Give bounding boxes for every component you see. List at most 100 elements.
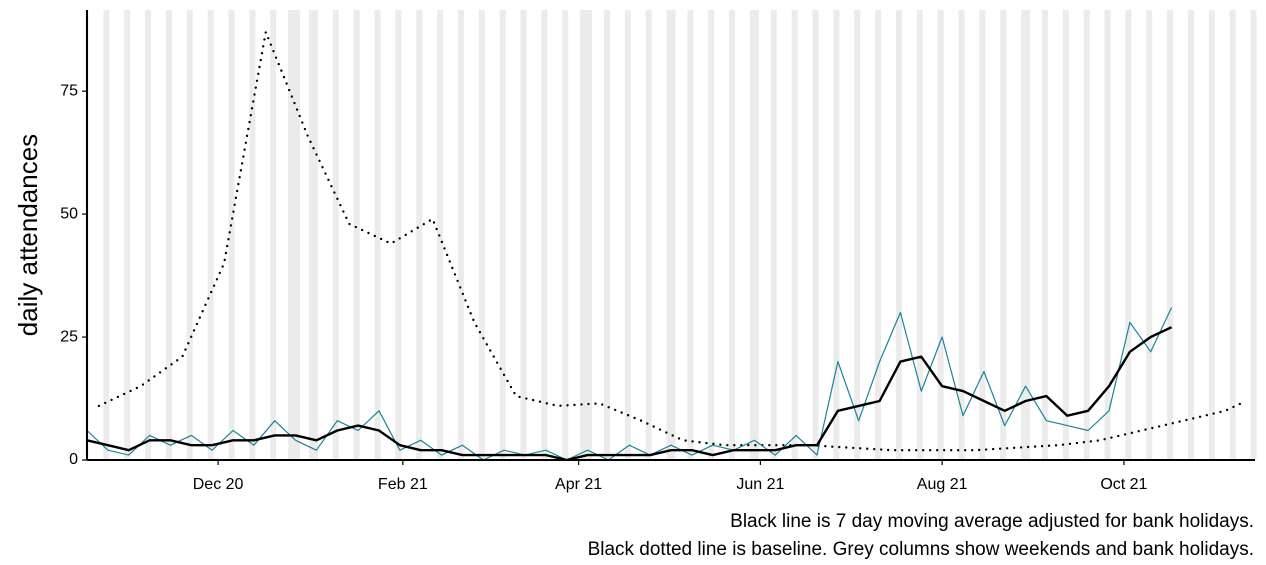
shade-column	[752, 10, 756, 460]
shade-column	[541, 10, 545, 460]
shade-column	[124, 10, 128, 460]
shade-column	[544, 10, 548, 460]
note: Black line is 7 day moving average adjus…	[730, 511, 1254, 532]
shade-column	[729, 10, 733, 460]
shade-column	[562, 10, 566, 460]
shade-column	[416, 10, 420, 460]
shade-column	[1003, 10, 1007, 460]
shade-column	[666, 10, 670, 460]
shade-column	[627, 10, 631, 460]
x-tick-label: Apr 21	[555, 476, 602, 493]
shade-column	[1044, 10, 1048, 460]
shade-column	[127, 10, 131, 460]
shade-column	[1190, 10, 1194, 460]
shade-column	[398, 10, 402, 460]
shade-column	[520, 10, 524, 460]
shade-column	[332, 10, 336, 460]
shade-column	[1021, 10, 1025, 460]
shade-column	[589, 10, 593, 460]
shade-column	[1062, 10, 1066, 460]
x-tick-label: Feb 21	[378, 476, 428, 493]
x-tick-label: Jun 21	[736, 476, 784, 493]
shade-column	[189, 10, 193, 460]
shade-column	[478, 10, 482, 460]
shade-column	[732, 10, 736, 460]
shade-column	[919, 10, 923, 460]
shade-column	[228, 10, 232, 460]
shade-column	[1253, 10, 1257, 460]
shade-column	[1229, 10, 1233, 460]
shade-column	[624, 10, 628, 460]
shade-column	[1208, 10, 1212, 460]
shade-column	[833, 10, 837, 460]
shade-column	[1000, 10, 1004, 460]
shade-column	[103, 10, 107, 460]
shade-column	[937, 10, 941, 460]
shade-column	[854, 10, 858, 460]
shade-column	[672, 10, 676, 460]
shade-column	[314, 10, 318, 460]
shade-column	[940, 10, 944, 460]
series-line	[86, 326, 1173, 462]
y-tick-label: 0	[69, 451, 78, 468]
shade-column	[1170, 10, 1174, 460]
shade-column	[231, 10, 235, 460]
shade-column	[106, 10, 110, 460]
shade-column	[773, 10, 777, 460]
shade-column	[419, 10, 423, 460]
y-tick-label: 25	[60, 328, 78, 345]
shade-column	[1128, 10, 1132, 460]
shade-column	[755, 10, 759, 460]
shade-column	[961, 10, 965, 460]
shade-column	[273, 10, 277, 460]
y-tick-label: 75	[60, 82, 78, 99]
shade-column	[481, 10, 485, 460]
shade-column	[335, 10, 339, 460]
shade-column	[669, 10, 673, 460]
shade-column	[1065, 10, 1069, 460]
shade-column	[586, 10, 590, 460]
shade-column	[1125, 10, 1129, 460]
shade-column	[291, 10, 295, 460]
shade-column	[356, 10, 360, 460]
shade-column	[645, 10, 649, 460]
shade-column	[916, 10, 920, 460]
shade-column	[794, 10, 798, 460]
shade-column	[580, 10, 584, 460]
shade-column	[982, 10, 986, 460]
shade-column	[1149, 10, 1153, 460]
shade-column	[708, 10, 712, 460]
shade-column	[749, 10, 753, 460]
shade-column	[1027, 10, 1031, 460]
plot-area	[86, 27, 1248, 462]
x-tick-label: Dec 20	[193, 476, 244, 493]
shade-column	[875, 10, 879, 460]
shade-column	[168, 10, 172, 460]
shade-column	[1104, 10, 1108, 460]
x-tick-label: Oct 21	[1100, 476, 1147, 493]
shade-column	[311, 10, 315, 460]
shade-column	[815, 10, 819, 460]
shade-column	[523, 10, 527, 460]
shade-column	[895, 10, 899, 460]
shade-column	[499, 10, 503, 460]
shade-column	[606, 10, 610, 460]
shade-column	[288, 10, 292, 460]
shade-column	[440, 10, 444, 460]
shade-column	[1083, 10, 1087, 460]
shade-column	[898, 10, 902, 460]
shade-column	[1107, 10, 1111, 460]
shade-column	[457, 10, 461, 460]
shade-column	[878, 10, 882, 460]
shade-column	[770, 10, 774, 460]
y-tick-label: 50	[60, 205, 78, 222]
shade-column	[395, 10, 399, 460]
shade-column	[252, 10, 256, 460]
shade-column	[583, 10, 587, 460]
shade-column	[1146, 10, 1150, 460]
shade-column	[270, 10, 274, 460]
shade-column	[1187, 10, 1191, 460]
shade-column	[377, 10, 381, 460]
